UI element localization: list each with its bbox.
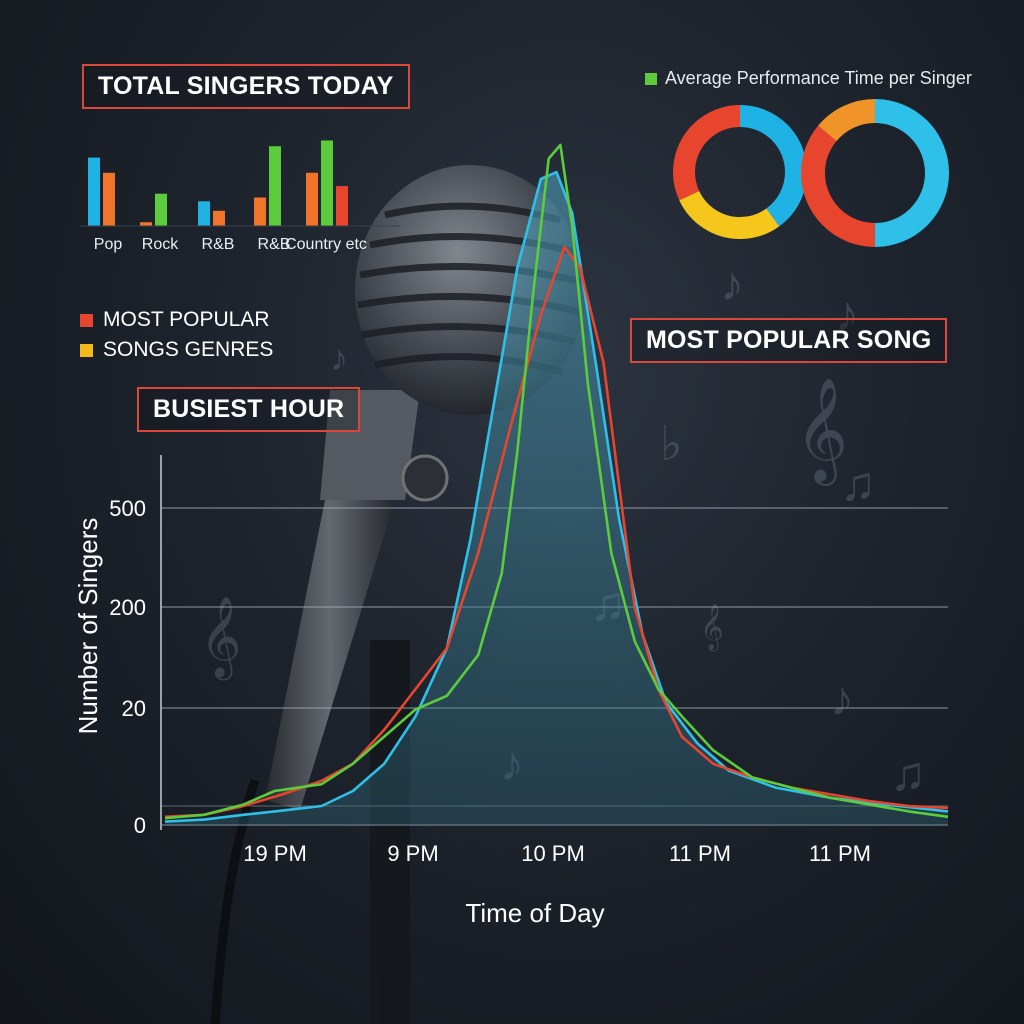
genre-bar [155, 193, 167, 226]
x-axis-label: Time of Day [465, 898, 604, 928]
genre-tick-label: Country etc [285, 236, 367, 253]
genre-bar [269, 146, 281, 226]
y-tick-label: 0 [134, 813, 146, 838]
performance-time-donuts [673, 99, 949, 247]
mic-cable [210, 778, 260, 1024]
y-axis-label: Number of Singers [73, 518, 103, 735]
genre-bar [140, 222, 152, 226]
x-tick-label: 10 PM [521, 841, 585, 866]
legend-swatch [80, 313, 93, 327]
genre-bar [103, 172, 115, 226]
genre-bar [198, 201, 210, 226]
music-note-icon: ♫ [840, 458, 876, 511]
music-note-icon: ♪ [720, 258, 744, 311]
x-tick-label: 19 PM [243, 841, 307, 866]
mic-handle [265, 500, 395, 810]
y-tick-label: 200 [109, 595, 146, 620]
genre-legend-item: SONGS GENRES [80, 338, 273, 362]
genre-tick-label: R&B [202, 236, 235, 253]
genre-bar [254, 197, 266, 226]
genre-tick-label: Pop [94, 236, 123, 253]
music-note-icon: ♫ [890, 748, 926, 801]
donut-slice [801, 99, 949, 247]
music-note-icon: ♪ [330, 337, 348, 378]
donut-legend-label: Average Performance Time per Singer [665, 68, 972, 88]
music-note-icon: 𝄞 [700, 604, 724, 652]
donut-legend: Average Performance Time per Singer [645, 68, 972, 89]
y-tick-label: 20 [122, 696, 146, 721]
genre-legend-item: MOST POPULAR [80, 308, 269, 332]
y-tick-label: 500 [109, 496, 146, 521]
music-note-icon: ♪ [830, 673, 854, 726]
series-line [164, 143, 949, 820]
treble-clef-icon: 𝄞 [795, 379, 848, 486]
mic-knob [401, 454, 449, 502]
busiest-hour-line-chart: 0 20 200 500 19 PM 9 PM 10 PM 11 PM 11 PM Time of… [73, 143, 949, 928]
mic-stand [370, 640, 410, 1024]
singer-area [165, 172, 948, 825]
genre-tick-label: R&B [258, 236, 291, 253]
genre-bar [88, 157, 100, 226]
genre-bar [213, 210, 225, 226]
treble-clef-icon: 𝄞 [200, 597, 241, 680]
genre-tick-label: Rock [142, 236, 179, 253]
most-popular-song-label: MOST POPULAR SONG [630, 318, 948, 363]
x-tick-label: 11 PM [669, 841, 731, 866]
donut-slice [801, 99, 949, 247]
donut-slice [673, 105, 807, 239]
music-note-icon: ♭ [660, 418, 683, 471]
genre-bar [336, 186, 348, 226]
x-tick-label: 11 PM [809, 841, 871, 866]
legend-swatch [80, 343, 93, 357]
legend-label: SONGS GENRES [103, 338, 274, 361]
total-singers-title: TOTAL SINGERS TODAY [82, 64, 410, 109]
legend-swatch [645, 72, 657, 85]
music-note-icon: ♪ [835, 288, 859, 341]
genre-bar [306, 172, 318, 226]
mic-neck [320, 390, 420, 500]
legend-label: MOST POPULAR [103, 308, 270, 331]
x-tick-label: 9 PM [387, 841, 438, 866]
genre-bar [321, 140, 333, 226]
busiest-hour-label: BUSIEST HOUR [137, 387, 361, 432]
donut-slice [673, 105, 807, 239]
